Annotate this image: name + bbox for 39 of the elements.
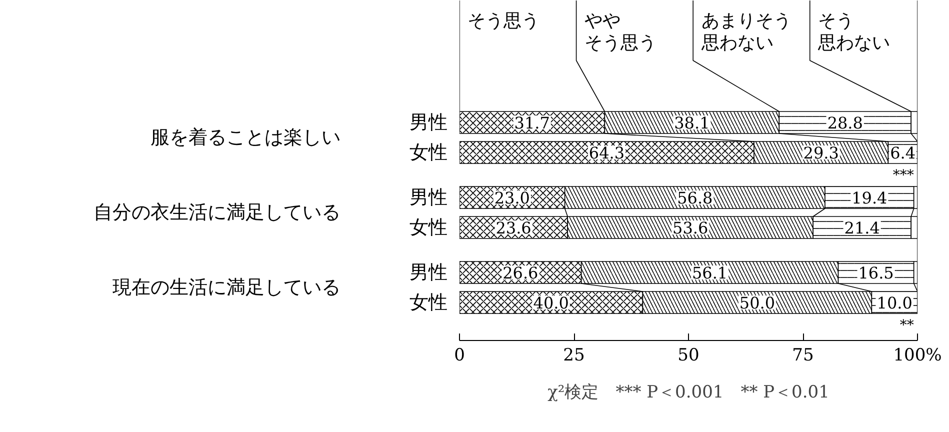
data-label: 50.0: [739, 294, 776, 312]
data-label: 10.0: [876, 294, 912, 312]
data-label: 29.3: [803, 144, 839, 162]
data-label: 23.6: [496, 218, 532, 238]
y-tick-label: 男性: [410, 112, 448, 134]
text: ややそう思う: [584, 10, 657, 54]
x-tick-label: 0: [454, 346, 465, 366]
text: χ²検定 *** P＜0.001 ** P＜0.01: [548, 382, 830, 402]
data-label: 19.4: [852, 188, 888, 208]
text: そう思う: [468, 10, 540, 32]
y-tick-label: 男性: [410, 186, 448, 208]
x-tick-label: 25: [563, 346, 585, 366]
data-label: 21.4: [844, 218, 880, 238]
data-label: 28.8: [827, 114, 863, 132]
data-label: 23.0: [494, 188, 530, 208]
text: そう思わない: [817, 10, 890, 54]
data-label: 40.0: [533, 294, 569, 312]
y-tick-label: 女性: [410, 216, 448, 238]
x-tick-label: 50: [678, 346, 700, 366]
data-label: 38.1: [674, 114, 710, 132]
data-label: 26.6: [502, 264, 538, 282]
text: 自分の衣生活に満足している: [94, 202, 340, 224]
data-label: 16.5: [858, 264, 894, 282]
x-tick-label: 75: [792, 346, 814, 366]
text: 服を着ることは楽しい: [150, 126, 340, 148]
data-label: 31.7: [514, 114, 550, 132]
data-label: 56.1: [692, 264, 728, 282]
y-tick-label: 女性: [410, 292, 448, 314]
annotation: **: [900, 318, 914, 334]
annotation: ***: [892, 168, 914, 184]
data-label: 6.4: [890, 144, 916, 162]
data-label: 53.6: [672, 218, 708, 238]
x-tick-label: 100%: [893, 346, 942, 366]
text: あまりそう思わない: [700, 10, 792, 54]
y-tick-label: 男性: [410, 262, 448, 284]
text: 現在の生活に満足している: [112, 276, 340, 298]
data-label: 64.3: [588, 144, 625, 162]
y-tick-label: 女性: [410, 142, 448, 164]
data-label: 56.8: [677, 188, 713, 208]
